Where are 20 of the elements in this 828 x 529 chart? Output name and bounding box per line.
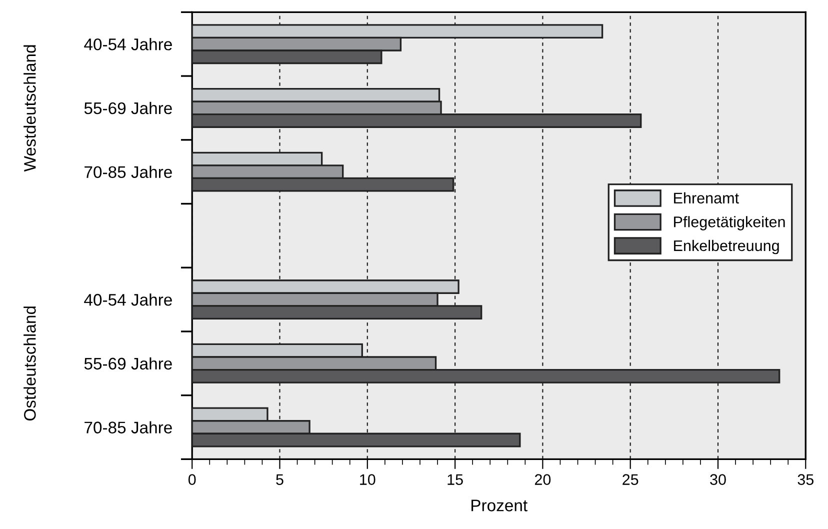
legend-label: Ehrenamt	[674, 192, 739, 204]
x-tick-label: 25	[622, 474, 638, 485]
y-tick-label: 55-69 Jahre	[84, 102, 172, 114]
y-tick-label: 70-85 Jahre	[84, 421, 172, 434]
y-tick-label: 40-54 Jahre	[84, 293, 172, 306]
text: Ostdeutschland	[24, 306, 36, 420]
y-tick-label: 40-54 Jahre	[84, 38, 172, 50]
x-tick-label: 10	[360, 474, 376, 485]
y-tick-label: 55-69 Jahre	[84, 357, 172, 370]
y-tick-label: 70-85 Jahre	[84, 166, 172, 178]
x-tick-label: 15	[448, 474, 463, 485]
x-tick-label: 5	[276, 474, 284, 485]
x-tick-label: 0	[188, 474, 196, 485]
x-axis-title: Prozent	[472, 500, 528, 512]
text: Westdeutschland	[24, 45, 36, 172]
x-tick-label: 35	[798, 474, 814, 485]
legend-label: Enkelbetreuung	[674, 240, 779, 254]
x-tick-label: 20	[534, 474, 551, 485]
x-tick-label: 30	[710, 474, 726, 485]
legend-label: Pflegetätigkeiten	[674, 216, 785, 230]
